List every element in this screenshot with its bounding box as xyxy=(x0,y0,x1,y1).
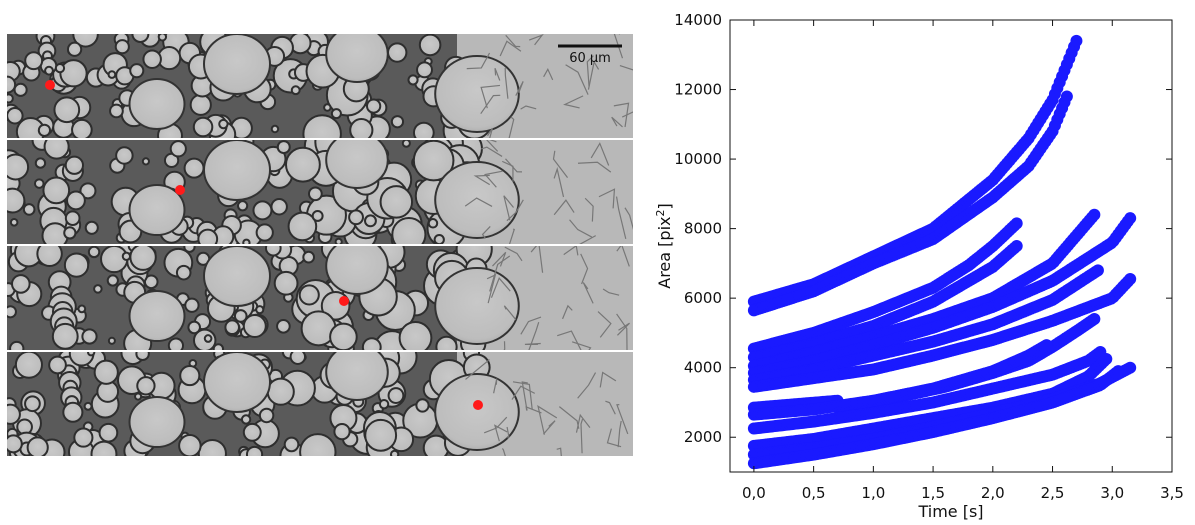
data-point xyxy=(1040,339,1053,352)
data-point xyxy=(1124,273,1137,286)
x-tick-label: 2,0 xyxy=(981,484,1005,502)
micrograph-figure: 60 µm xyxy=(7,34,633,456)
y-tick-label: 12000 xyxy=(674,81,722,99)
y-axis-label: Area [pix2] xyxy=(654,203,674,288)
y-tick-label: 4000 xyxy=(684,359,722,377)
data-point xyxy=(1088,208,1101,221)
data-point xyxy=(1060,90,1073,103)
data-points xyxy=(747,34,1137,470)
x-tick-label: 1,0 xyxy=(861,484,885,502)
data-point xyxy=(1070,34,1083,47)
data-point xyxy=(1112,365,1125,378)
x-axis-ticks: 0,0 0,5 1,0 1,5 2,0 2,5 3,0 3,5 xyxy=(742,20,1184,502)
micrograph-panel xyxy=(7,352,633,456)
micrograph-panels xyxy=(7,34,633,456)
area-vs-time-chart: 0,0 0,5 1,0 1,5 2,0 2,5 3,0 3,5 2000 4000 6000 800… xyxy=(654,11,1184,521)
y-tick-label: 2000 xyxy=(684,428,722,446)
x-tick-label: 3,0 xyxy=(1100,484,1124,502)
plot-frame xyxy=(729,19,1173,473)
y-tick-label: 8000 xyxy=(684,220,722,238)
micrograph-panel xyxy=(7,34,633,138)
micrograph-panel xyxy=(7,140,633,244)
scale-bar-label: 60 µm xyxy=(569,51,611,66)
tracked-bubble-marker xyxy=(473,400,483,410)
data-point xyxy=(1124,212,1137,225)
x-tick-label: 3,5 xyxy=(1160,484,1184,502)
x-tick-label: 2,5 xyxy=(1041,484,1065,502)
data-point xyxy=(1010,217,1023,230)
tracked-bubble-marker xyxy=(175,185,185,195)
data-point xyxy=(1100,353,1113,365)
y-tick-label: 14000 xyxy=(674,11,722,29)
data-point xyxy=(1091,264,1104,277)
micrograph-panel xyxy=(7,246,633,350)
tracked-bubble-marker xyxy=(339,296,349,306)
x-tick-label: 1,5 xyxy=(921,484,945,502)
x-tick-label: 0,0 xyxy=(742,484,766,502)
y-tick-label: 10000 xyxy=(674,150,722,168)
x-axis-label: Time [s] xyxy=(917,502,983,521)
x-tick-label: 0,5 xyxy=(802,484,826,502)
data-point xyxy=(1088,313,1101,326)
data-point xyxy=(1010,240,1023,252)
scale-bar: 60 µm xyxy=(558,44,622,66)
y-axis-ticks: 2000 4000 6000 8000 10000 12000 14000 xyxy=(674,11,1172,446)
y-tick-label: 6000 xyxy=(684,289,722,307)
tracked-bubble-marker xyxy=(45,80,55,90)
data-point xyxy=(1124,361,1137,374)
